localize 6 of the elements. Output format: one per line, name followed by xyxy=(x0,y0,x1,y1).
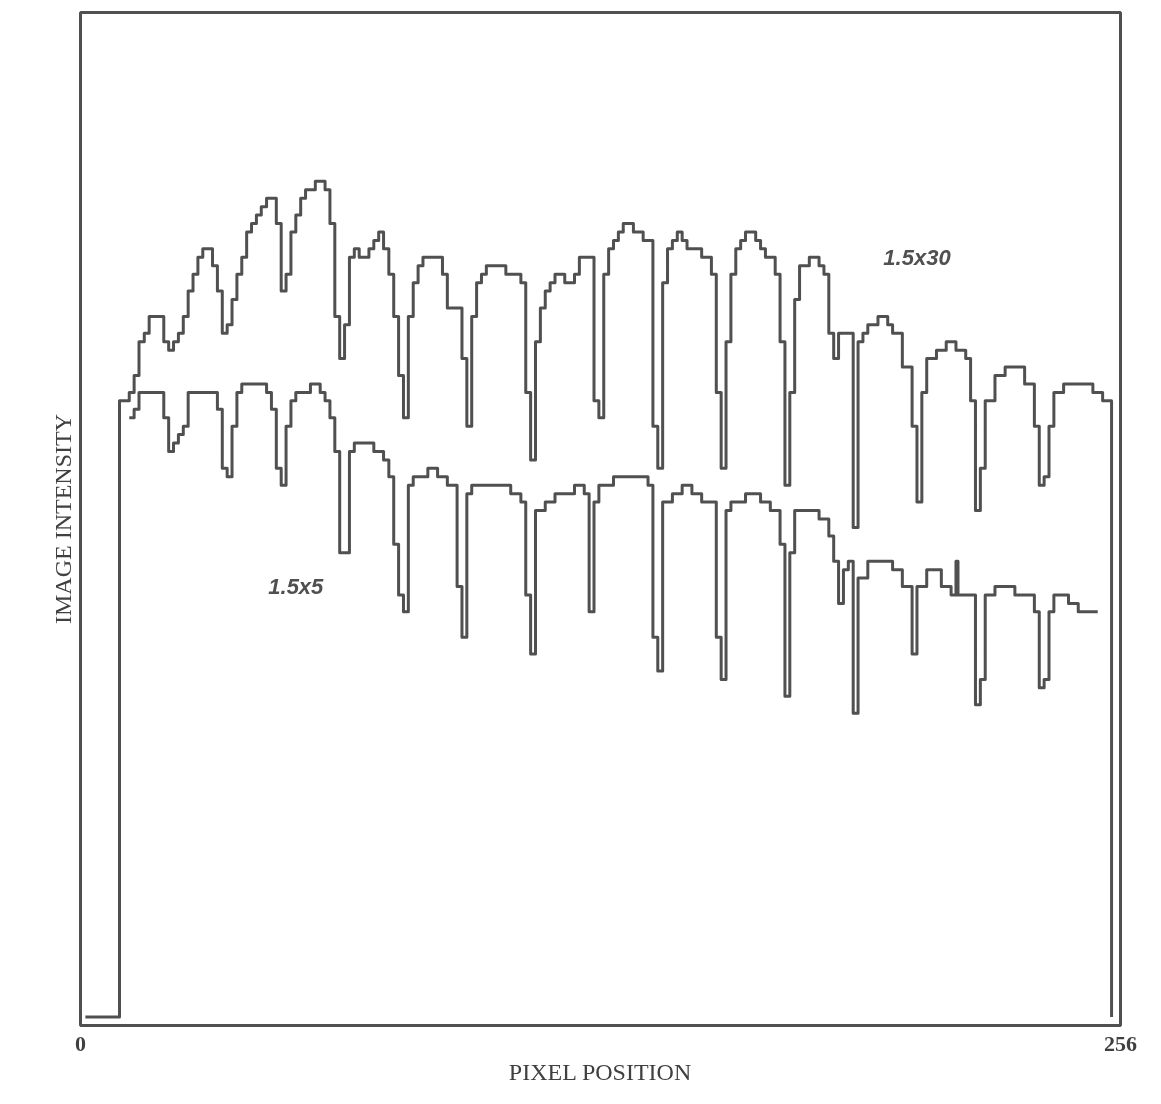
text: 1.5x30 xyxy=(883,244,952,270)
x-axis-title: PIXEL POSITION xyxy=(508,1058,692,1085)
y-axis-title: IMAGE INTENSITY xyxy=(49,414,76,624)
x-tick-label: 0 xyxy=(75,1030,86,1056)
series-label: 1.5x5 xyxy=(268,574,325,600)
x-tick-label: 256 xyxy=(1104,1030,1137,1056)
